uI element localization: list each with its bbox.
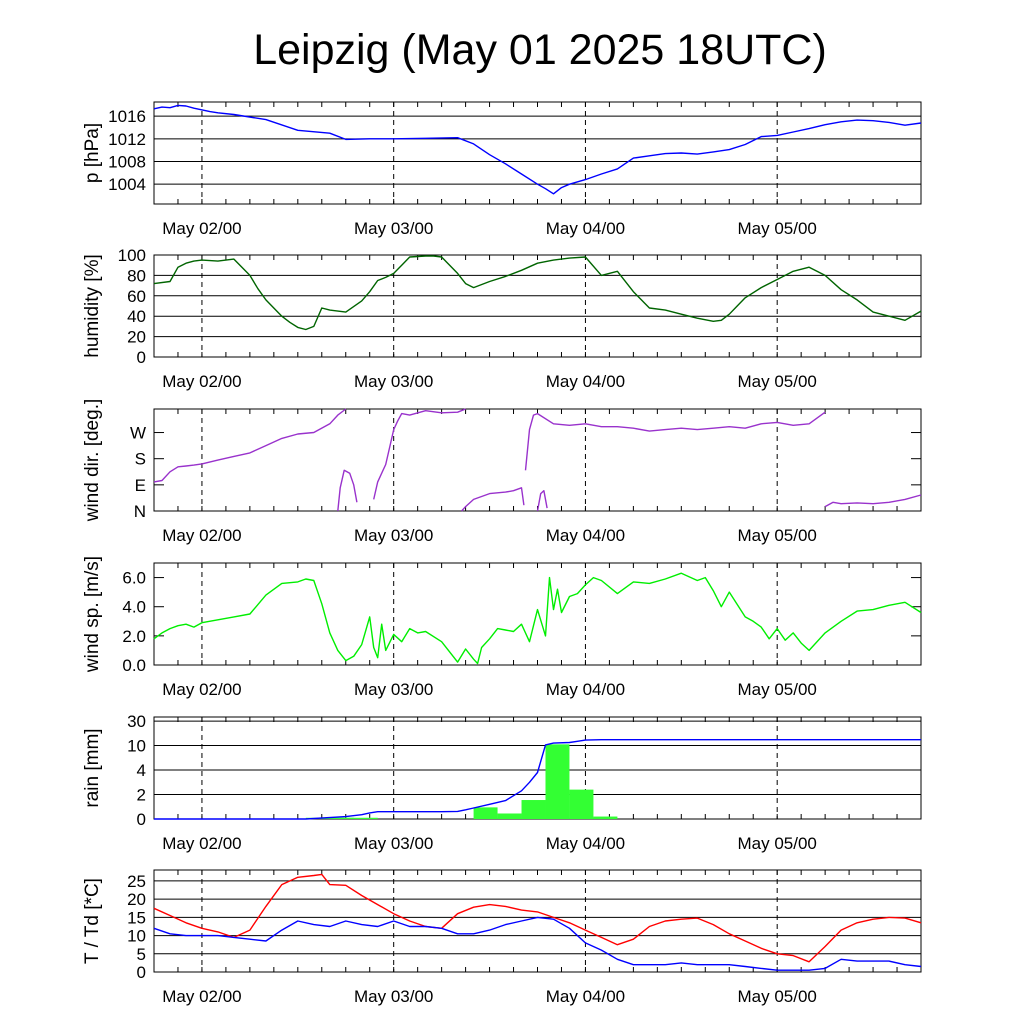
y-tick-label: 0 [137, 348, 146, 367]
y-tick-label: 2 [137, 786, 146, 805]
y-axis-label: humidity [%] [82, 254, 103, 357]
y-tick-label: 0 [137, 963, 146, 982]
y-tick-label: E [135, 476, 146, 495]
y-tick-label: N [134, 502, 146, 521]
y-tick-label: 5 [137, 945, 146, 964]
rain-bar [329, 817, 378, 819]
y-tick-label: 10 [127, 737, 146, 756]
series-line [153, 104, 922, 195]
y-tick-label: 80 [127, 266, 146, 285]
series-line [337, 469, 358, 512]
y-tick-label: W [130, 424, 146, 443]
y-tick-label: 1004 [108, 175, 146, 194]
series-line [153, 916, 922, 971]
x-tick-label: May 03/00 [354, 987, 433, 1006]
x-tick-label: May 05/00 [737, 219, 816, 238]
x-tick-label: May 02/00 [162, 680, 241, 699]
y-tick-label: 0 [137, 810, 146, 829]
series-line [373, 408, 466, 500]
x-tick-label: May 05/00 [737, 372, 816, 391]
y-tick-label: 1012 [108, 130, 146, 149]
series-line [524, 411, 826, 471]
series-line [153, 572, 922, 665]
x-tick-label: May 04/00 [546, 834, 625, 853]
x-tick-label: May 05/00 [737, 987, 816, 1006]
rain-bar [473, 807, 498, 819]
x-tick-label: May 04/00 [546, 680, 625, 699]
y-tick-label: 4.0 [122, 598, 146, 617]
series-line [153, 255, 922, 331]
y-tick-label: 40 [127, 307, 146, 326]
y-tick-label: 2.0 [122, 627, 146, 646]
x-tick-label: May 02/00 [162, 834, 241, 853]
y-tick-label: 30 [127, 712, 146, 731]
y-tick-label: 6.0 [122, 569, 146, 588]
x-tick-label: May 02/00 [162, 987, 241, 1006]
y-tick-label: 1016 [108, 107, 146, 126]
y-axis-label: p [hPa] [82, 123, 103, 183]
y-tick-label: S [135, 450, 146, 469]
series-line [153, 408, 347, 483]
y-tick-label: 60 [127, 287, 146, 306]
x-tick-label: May 04/00 [546, 987, 625, 1006]
series-line [824, 494, 922, 508]
rain-panel: 0 2 4 10 30 May 02/00 May 03/00 May 04/00 May 05… [82, 712, 922, 853]
y-axis-label: wind sp. [m/s] [82, 556, 103, 673]
plot-frame [153, 408, 922, 512]
y-tick-label: 20 [127, 328, 146, 347]
y-tick-label: 1008 [108, 153, 146, 172]
x-tick-label: May 03/00 [354, 372, 433, 391]
rain-bar [497, 813, 522, 819]
y-tick-label: 25 [127, 872, 146, 891]
series-line [461, 487, 525, 512]
x-tick-label: May 04/00 [546, 219, 625, 238]
y-tick-label: 4 [137, 761, 146, 780]
rain-bar [593, 816, 618, 819]
x-tick-label: May 02/00 [162, 526, 241, 545]
x-tick-label: May 04/00 [546, 372, 625, 391]
wind-speed-panel: 0.0 2.0 4.0 6.0 May 02/00 May 03/00 May 04/00 M… [82, 556, 922, 699]
series-line [536, 490, 548, 512]
y-tick-label: 20 [127, 890, 146, 909]
x-tick-label: May 05/00 [737, 680, 816, 699]
x-tick-label: May 04/00 [546, 526, 625, 545]
plot-frame [153, 101, 922, 205]
x-tick-label: May 02/00 [162, 219, 241, 238]
x-tick-label: May 03/00 [354, 526, 433, 545]
y-tick-label: 15 [127, 908, 146, 927]
x-tick-label: May 02/00 [162, 372, 241, 391]
y-axis-label: rain [mm] [82, 728, 103, 807]
plot-frame [153, 562, 922, 666]
x-tick-label: May 03/00 [354, 834, 433, 853]
y-tick-label: 0.0 [122, 656, 146, 675]
chart-title: Leipzig (May 01 2025 18UTC) [253, 26, 827, 74]
x-tick-label: May 05/00 [737, 526, 816, 545]
y-tick-label: 100 [118, 246, 146, 265]
x-tick-label: May 03/00 [354, 219, 433, 238]
rain-bar [569, 789, 594, 819]
plot-frame [153, 869, 922, 973]
series-line [154, 739, 921, 820]
rain-bar [545, 744, 570, 819]
plot-frame [153, 254, 922, 358]
rain-bar [521, 800, 546, 819]
series-line [153, 873, 922, 963]
pressure-panel: 1004 1008 1012 1016 May 02/00 May 03/00 May 04… [82, 101, 922, 238]
y-tick-label: 10 [127, 927, 146, 946]
y-axis-label: T / Td [*C] [82, 878, 103, 964]
x-tick-label: May 05/00 [737, 834, 816, 853]
x-tick-label: May 03/00 [354, 680, 433, 699]
y-axis-label: wind dir. [deg.] [82, 399, 103, 523]
